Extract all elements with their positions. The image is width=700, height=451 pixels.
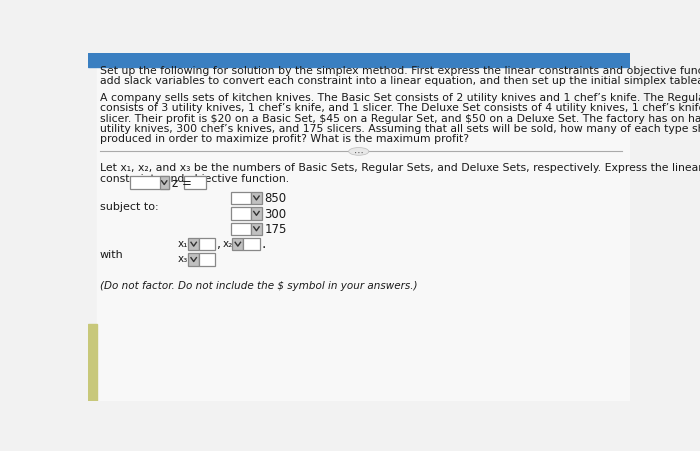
Text: with: with [100,249,124,259]
Bar [244,239,260,251]
Ellipse shape [349,148,369,156]
Text: x₁: x₁ [178,238,188,248]
Text: .: . [261,237,265,251]
Bar [231,193,251,205]
Text: slicer. Their profit is $20 on a Basic Set, $45 on a Regular Set, and $50 on a D: slicer. Their profit is $20 on a Basic S… [100,113,700,123]
Bar [130,177,169,190]
Text: subject to:: subject to: [100,202,158,212]
Text: x₃: x₃ [178,253,188,263]
Text: x₂: x₂ [223,238,233,248]
Text: 300: 300 [264,207,286,221]
Bar [188,239,199,251]
Bar [231,208,251,220]
Text: z =: z = [172,177,192,190]
Bar [199,239,216,251]
Text: (Do not factor. Do not include the $ symbol in your answers.): (Do not factor. Do not include the $ sym… [100,280,417,290]
Text: utility knives, 300 chef’s knives, and 175 slicers. Assuming that all sets will : utility knives, 300 chef’s knives, and 1… [100,124,700,133]
Bar [199,254,216,266]
Text: consists of 3 utility knives, 1 chef’s knife, and 1 slicer. The Deluxe Set consi: consists of 3 utility knives, 1 chef’s k… [100,103,700,113]
Bar [231,223,251,235]
Text: constraints and objective function.: constraints and objective function. [100,173,289,183]
Bar [160,177,169,190]
Text: produced in order to maximize profit? What is the maximum profit?: produced in order to maximize profit? Wh… [100,134,469,144]
Bar [184,177,206,190]
Text: ,: , [217,237,221,250]
Bar [251,208,262,220]
Text: ⋯: ⋯ [354,147,363,157]
Bar [232,239,244,251]
Bar [188,254,199,266]
Text: A company sells sets of kitchen knives. The Basic Set consists of 2 utility kniv: A company sells sets of kitchen knives. … [100,92,700,102]
Bar [88,325,97,401]
Text: 850: 850 [264,192,286,205]
Bar [251,193,262,205]
Bar [251,223,262,235]
Text: Let x₁, x₂, and x₃ be the numbers of Basic Sets, Regular Sets, and Deluxe Sets, : Let x₁, x₂, and x₃ be the numbers of Bas… [100,163,700,173]
Text: 175: 175 [264,223,286,236]
Text: add slack variables to convert each constraint into a linear equation, and then : add slack variables to convert each cons… [100,76,700,86]
Text: Set up the following for solution by the simplex method. First express the linea: Set up the following for solution by the… [100,66,700,76]
Bar [88,54,630,68]
